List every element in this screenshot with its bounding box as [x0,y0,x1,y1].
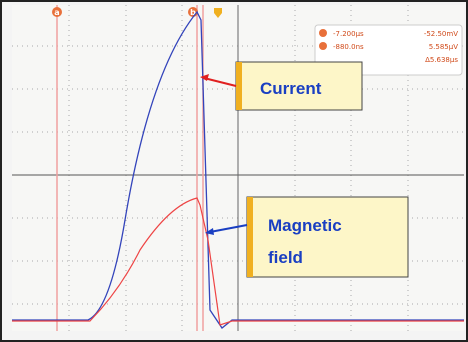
readout-a [319,29,327,37]
readout-cell: Δ5.638µs [425,56,458,64]
current-label: Current [260,79,322,98]
readout-cell: 5.585µV [429,43,458,51]
cursor-b-label: b [190,8,196,17]
scope-screenshot: a b -7.200µs -52.50mV -880.0ns 5.585µV Δ… [0,0,468,342]
readout-b [319,42,327,50]
cursor-a-label: a [54,8,59,17]
current-box-edge [236,62,242,110]
readout-cell: -7.200µs [333,30,364,38]
field-box-edge [247,197,253,277]
field-label: Magnetic [268,216,342,235]
field-label: field [268,248,303,267]
readout-cell: -52.50mV [424,30,458,38]
page: {"cursors": {"a": "a", "b": "b"}, "reado… [0,0,468,342]
readout-cell: -880.0ns [333,43,364,51]
